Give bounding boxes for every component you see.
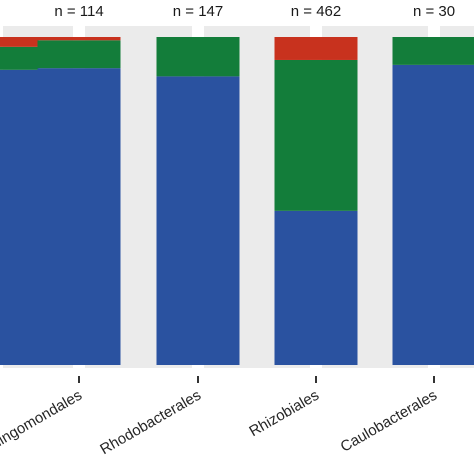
bar-segment-3 — [37, 37, 121, 41]
x-axis-ticks — [78, 376, 435, 383]
x-tick-label: Rhizobiales — [246, 387, 322, 440]
n-label: n = 462 — [291, 3, 341, 20]
x-tick-label: Sphingomondales — [0, 387, 85, 462]
bar-segment-2 — [0, 46, 39, 70]
bar-segment-3 — [274, 37, 358, 60]
bars — [0, 37, 474, 366]
bar-segment-1 — [274, 210, 358, 365]
n-label: n = 114 — [54, 3, 103, 20]
bar-segment-3 — [0, 37, 39, 47]
x-tick-label: ales — [0, 387, 3, 415]
x-tick-label: Rhodobacterales — [97, 387, 204, 458]
bar-segment-2 — [274, 59, 358, 211]
bar-segment-1 — [0, 69, 39, 366]
bar-segment-2 — [37, 40, 121, 69]
bar-segment-1 — [392, 64, 474, 365]
bar-segment-2 — [392, 37, 474, 65]
bar-segment-2 — [156, 37, 240, 77]
bar-segment-1 — [156, 76, 240, 366]
n-label: n = 147 — [173, 3, 223, 20]
x-tick-label: Caulobacterales — [338, 387, 440, 456]
bar-segment-1 — [37, 68, 121, 365]
n-label: n = 30 — [413, 3, 455, 20]
n-labels: n = 114 n = 147 n = 462 n = 30 — [54, 3, 455, 20]
